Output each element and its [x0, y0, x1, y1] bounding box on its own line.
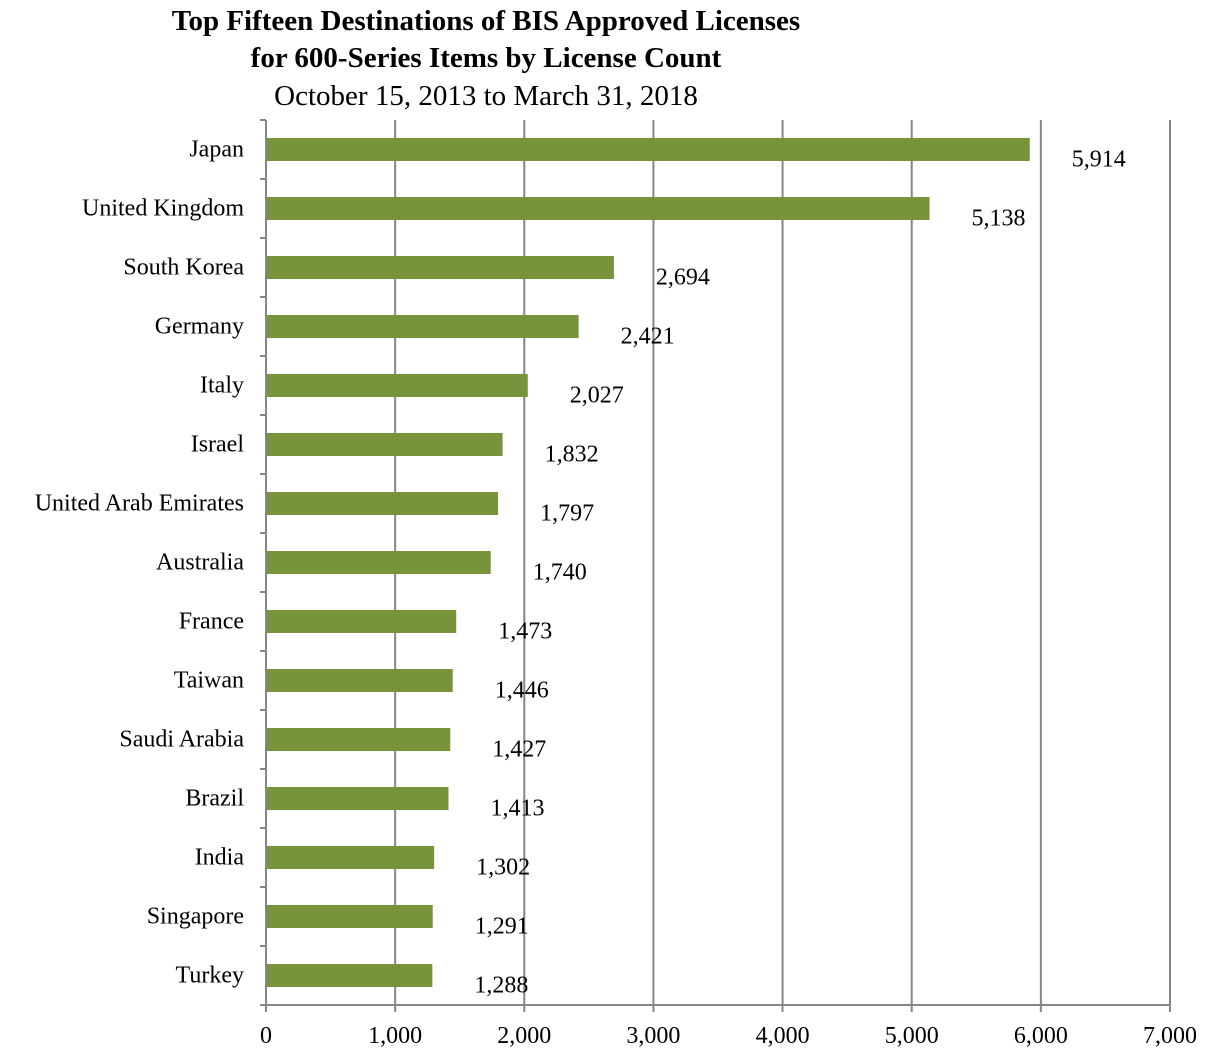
chart-subtitle: October 15, 2013 to March 31, 2018 [274, 80, 698, 112]
data-label-south-korea: 2,694 [656, 265, 710, 291]
bar-united-kingdom [267, 197, 930, 220]
category-label-italy: Italy [200, 373, 244, 399]
chart-title-line-2: for 600-Series Items by License Count [251, 42, 722, 74]
data-label-singapore: 1,291 [475, 914, 529, 940]
category-label-brazil: Brazil [185, 786, 244, 812]
x-tick-label-2000: 2,000 [497, 1023, 551, 1049]
data-label-italy: 2,027 [570, 383, 624, 409]
data-label-taiwan: 1,446 [495, 678, 549, 704]
category-label-saudi-arabia: Saudi Arabia [119, 727, 244, 753]
data-label-france: 1,473 [498, 619, 552, 645]
x-tick-label-5000: 5,000 [885, 1023, 939, 1049]
x-tick-label-1000: 1,000 [368, 1023, 422, 1049]
bar-united-arab-emirates [267, 492, 499, 515]
data-labels: 5,914 5,138 2,694 2,421 2,027 1,832 1,797 1,740… [474, 147, 1125, 999]
data-label-united-kingdom: 5,138 [972, 206, 1026, 232]
bar-taiwan [267, 669, 453, 692]
x-tick-label-3000: 3,000 [626, 1023, 680, 1049]
category-label-france: France [179, 609, 244, 635]
category-label-united-arab-emirates: United Arab Emirates [35, 491, 244, 517]
bar-france [267, 610, 457, 633]
category-label-united-kingdom: United Kingdom [82, 196, 244, 222]
data-label-saudi-arabia: 1,427 [492, 737, 546, 763]
bar-south-korea [267, 256, 614, 279]
bar-saudi-arabia [267, 728, 451, 751]
x-tick-label-6000: 6,000 [1014, 1023, 1068, 1049]
category-label-turkey: Turkey [176, 963, 244, 989]
category-label-south-korea: South Korea [123, 255, 244, 281]
category-label-india: India [195, 845, 245, 871]
bars [267, 138, 1030, 987]
data-label-israel: 1,832 [545, 442, 599, 468]
data-label-united-arab-emirates: 1,797 [540, 501, 594, 527]
category-label-singapore: Singapore [147, 904, 244, 930]
axes [260, 119, 1171, 1012]
bar-germany [267, 315, 579, 338]
bar-italy [267, 374, 528, 397]
bar-singapore [267, 905, 433, 928]
bar-australia [267, 551, 491, 574]
data-label-brazil: 1,413 [490, 796, 544, 822]
category-label-japan: Japan [189, 137, 244, 163]
x-tick-labels: 0 1,000 2,000 3,000 4,000 5,000 6,000 7,000 [260, 1023, 1197, 1049]
data-label-turkey: 1,288 [474, 973, 528, 999]
x-tick-label-0: 0 [260, 1023, 272, 1049]
data-label-germany: 2,421 [621, 324, 675, 350]
bar-japan [267, 138, 1030, 161]
bar-israel [267, 433, 503, 456]
category-label-taiwan: Taiwan [174, 668, 244, 694]
data-label-australia: 1,740 [533, 560, 587, 586]
bar-india [267, 846, 435, 869]
data-label-japan: 5,914 [1072, 147, 1126, 173]
x-tick-label-7000: 7,000 [1143, 1023, 1197, 1049]
category-label-israel: Israel [191, 432, 245, 458]
chart-title-group: Top Fifteen Destinations of BIS Approved… [172, 5, 800, 112]
category-label-germany: Germany [155, 314, 244, 340]
data-label-india: 1,302 [476, 855, 530, 881]
chart-title-line-1: Top Fifteen Destinations of BIS Approved… [172, 5, 800, 37]
category-labels: Japan United Kingdom South Korea Germany Ita… [35, 137, 245, 989]
bar-brazil [267, 787, 449, 810]
bar-turkey [267, 964, 433, 987]
category-label-australia: Australia [156, 550, 244, 576]
x-tick-label-4000: 4,000 [756, 1023, 810, 1049]
